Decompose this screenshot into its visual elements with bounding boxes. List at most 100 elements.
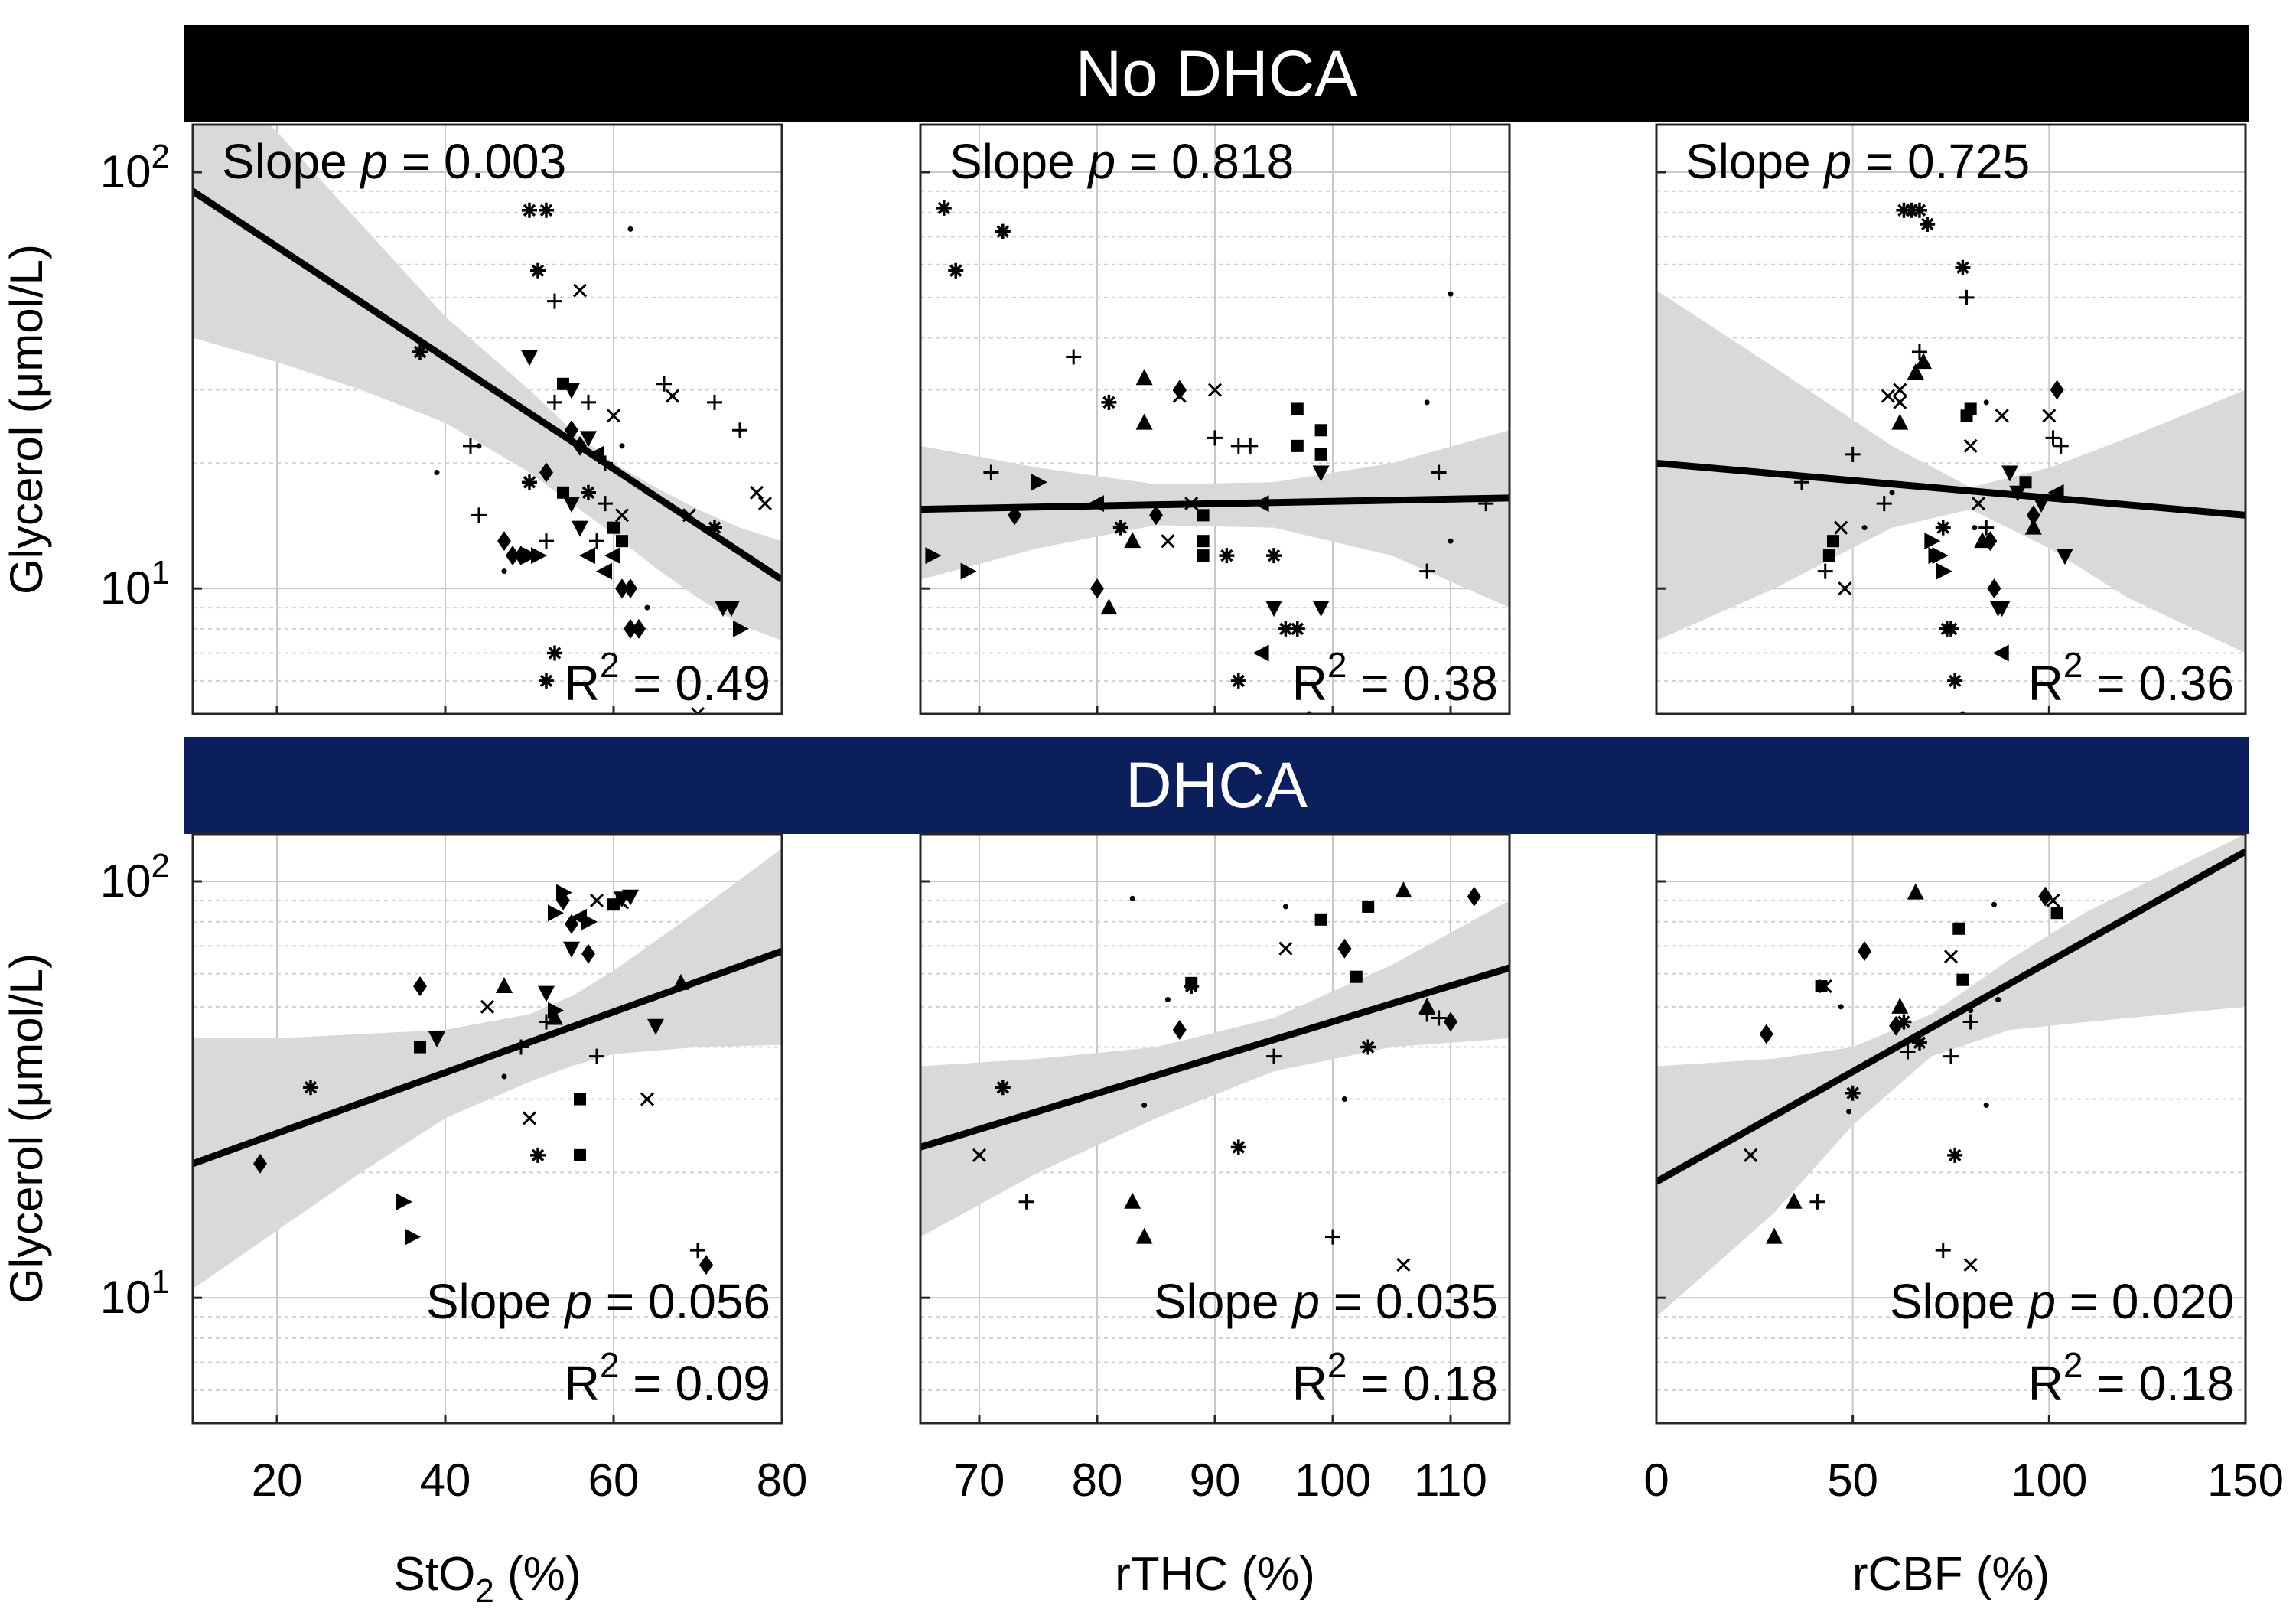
data-point-triangle-down [1265,601,1282,617]
data-point-plus [1943,1048,1959,1064]
data-point-triangle-up [1135,1227,1153,1244]
data-point-cross [1963,1258,1978,1272]
slope-p-annotation: Slope p = 0.035 [1154,1274,1498,1329]
data-point-asterisk [948,262,964,279]
data-point-diamond [2026,505,2040,526]
data-point-cross [606,409,621,423]
data-point-asterisk [1230,673,1246,689]
data-point-asterisk [1911,1034,1927,1051]
data-point-cross [1995,409,2009,423]
data-point-plus [513,1039,529,1055]
plot-content [1656,834,2246,1318]
data-point-cross [2042,409,2057,423]
p-symbol: p [1822,134,1851,189]
panel-nodhca-rthc: Slope p = 0.818 R2 = 0.38 [919,123,1511,715]
data-point-cross [1963,438,1978,453]
data-point-asterisk [1896,202,1912,218]
data-point-square [1960,409,1973,422]
data-point-dot [1972,525,1978,531]
r-squared-value: = 0.49 [620,656,771,711]
y-tick-exponent: 1 [151,1263,170,1301]
data-point-dot [1983,1103,1989,1109]
data-point-plus [656,376,672,392]
data-point-triangle-up [1100,598,1118,615]
data-point-plus [1978,520,1995,536]
data-point-plus [1478,496,1494,512]
data-point-asterisk [1101,394,1117,410]
data-point-plus [732,422,747,438]
confidence-band [1656,290,2246,653]
data-point-asterisk [1955,259,1971,275]
plot-frame [191,123,783,715]
data-point-dot [1968,1008,1974,1014]
data-point-asterisk [412,344,428,360]
data-point-square [1314,448,1327,461]
data-point-triangle-left [604,547,620,565]
r-squared-value: = 0.18 [1347,1356,1499,1411]
data-point-plus [547,293,562,309]
r-squared-exponent: 2 [1327,645,1347,685]
data-point-cross [682,508,697,523]
data-point-asterisk [1230,1139,1246,1155]
y-tick-label: 102 [100,138,170,197]
r-squared-value: = 0.38 [1347,656,1499,711]
data-point-asterisk [530,262,546,279]
data-point-triangle-up [1135,413,1153,430]
data-point-triangle-down [2009,485,2027,502]
data-point-cross [972,1148,987,1162]
data-point-plus [1325,1229,1340,1245]
slope-label: Slope [1890,1274,2028,1329]
data-point-diamond [497,531,511,552]
data-point-dot [1995,997,2001,1003]
data-point-plus [1911,344,1927,360]
data-point-asterisk [547,645,562,661]
data-point-cross [614,508,630,523]
data-point-square [574,1148,586,1161]
data-point-triangle-right [396,1193,412,1210]
slope-p-value: = 0.020 [2056,1274,2234,1329]
data-point-plus [589,533,604,549]
confidence-band [920,900,1509,1237]
data-point-cross [1172,389,1187,403]
data-point-dot [1861,525,1868,531]
data-point-triangle-down [647,1018,664,1035]
r-squared-annotation: R2 = 0.18 [2028,1345,2234,1411]
data-point-square [1291,439,1304,452]
r-squared-value: = 0.36 [2083,656,2235,711]
data-point-triangle-right [925,547,942,565]
data-point-plus [581,394,596,410]
data-point-triangle-up [1891,997,1909,1014]
data-point-dot [501,568,507,575]
data-point-cross [1818,979,1832,994]
data-point-asterisk [1278,621,1294,637]
data-point-cross [1744,1148,1758,1162]
data-point-square [574,1093,586,1106]
data-point-triangle-left [1088,495,1104,513]
data-point-diamond [615,578,629,599]
data-point-triangle-up [1124,532,1141,549]
data-point-triangle-up [1766,1227,1783,1244]
y-tick-exponent: 2 [151,847,170,884]
p-symbol: p [2027,1274,2056,1329]
data-point-diamond [1987,578,2001,599]
data-point-diamond [506,546,519,566]
data-point-diamond [1172,1020,1187,1041]
slope-p-annotation: Slope p = 0.003 [222,134,566,189]
data-point-cross [480,999,495,1014]
data-point-dot [1282,904,1288,910]
r-squared-value: = 0.18 [2083,1356,2235,1411]
data-point-triangle-up [2024,518,2042,535]
data-point-asterisk [539,202,554,218]
data-point-dot [1141,1103,1148,1109]
data-point-diamond [1149,505,1163,526]
data-point-triangle-down [521,350,538,366]
data-point-plus [1962,1014,1978,1030]
data-point-cross [572,283,588,298]
data-point-asterisk [936,200,952,216]
data-point-asterisk [1947,1147,1963,1163]
data-point-diamond [413,976,427,997]
data-point-triangle-down [2001,465,2018,482]
data-point-triangle-right [1936,562,1952,580]
data-point-plus [1959,289,1975,305]
data-point-square [1362,900,1375,913]
